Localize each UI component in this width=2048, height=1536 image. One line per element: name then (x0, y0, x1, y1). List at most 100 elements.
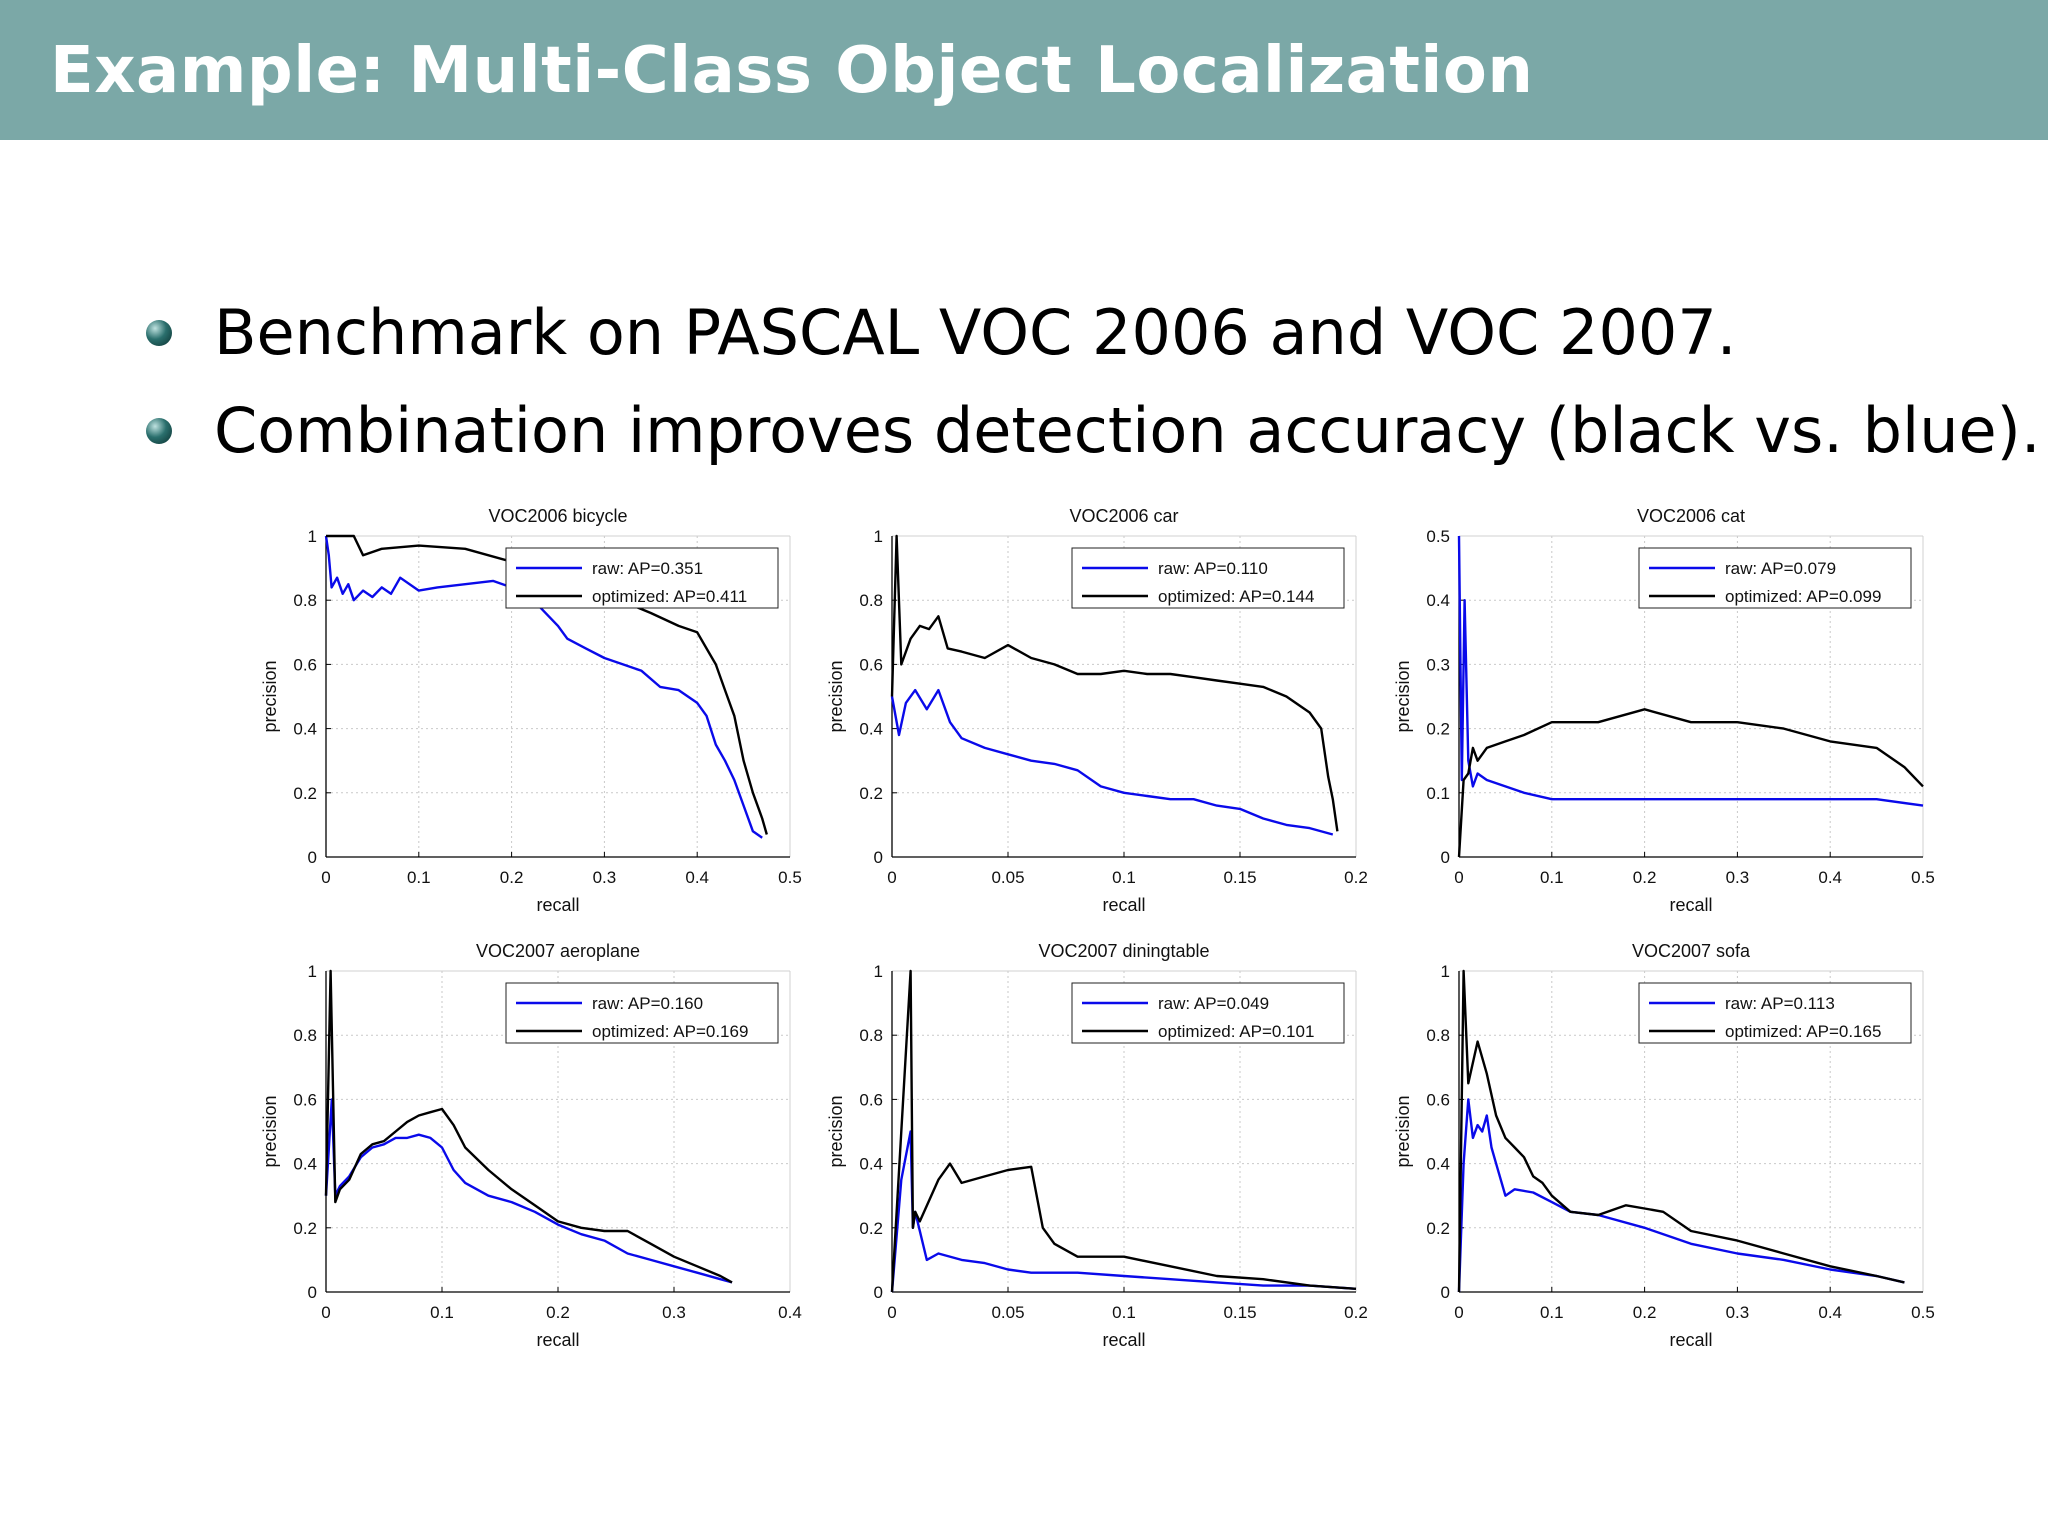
y-tick-label: 0.4 (859, 1155, 883, 1174)
y-tick-label: 0.6 (859, 1090, 883, 1109)
x-tick-label: 0.1 (1540, 868, 1564, 887)
chart-4: 0 0.1 0.2 0.3 0.4 0 0.2 0.4 0.6 0.8 1 raw: AP=0.160… (260, 941, 802, 1350)
legend-label: optimized: AP=0.099 (1725, 587, 1881, 606)
x-tick-label: 0.2 (1633, 1303, 1657, 1322)
x-tick-label: 0.2 (1633, 868, 1657, 887)
chart-title: VOC2006 car (1069, 506, 1178, 526)
y-tick-label: 0.4 (1426, 1155, 1450, 1174)
legend: raw: AP=0.049 optimized: AP=0.101 (1071, 982, 1345, 1044)
x-tick-label: 0 (887, 1303, 896, 1322)
legend-label: optimized: AP=0.411 (592, 587, 747, 606)
chart-6: 0 0.1 0.2 0.3 0.4 0.5 0 0.2 0.4 0.6 0.8 1 raw: AP=0.… (1393, 941, 1935, 1350)
x-tick-label: 0.05 (991, 868, 1024, 887)
x-tick-label: 0.1 (1540, 1303, 1564, 1322)
x-tick-label: 0.3 (662, 1303, 686, 1322)
y-tick-label: 0.2 (859, 784, 883, 803)
x-axis-label: recall (1669, 1330, 1712, 1350)
x-tick-label: 0 (321, 1303, 330, 1322)
y-tick-label: 0.1 (1426, 784, 1450, 803)
x-tick-label: 0.15 (1223, 868, 1256, 887)
y-tick-label: 1 (1441, 962, 1450, 981)
legend-label: optimized: AP=0.101 (1158, 1022, 1314, 1041)
series-optimized-line (326, 534, 768, 835)
y-axis-label: precision (826, 1095, 846, 1167)
legend-label: raw: AP=0.351 (592, 559, 703, 578)
x-tick-label: 0.3 (1726, 1303, 1750, 1322)
x-tick-label: 0.1 (1112, 1303, 1136, 1322)
legend-box (1071, 982, 1345, 1044)
bullet-ball-icon (146, 320, 172, 346)
legend-box (505, 982, 779, 1044)
x-tick-label: 0.2 (500, 868, 524, 887)
x-tick-label: 0 (1454, 1303, 1463, 1322)
x-tick-label: 0.4 (1818, 1303, 1842, 1322)
y-tick-label: 0.8 (293, 1026, 317, 1045)
series-raw-line (890, 688, 1334, 836)
x-axis-label: recall (1102, 1330, 1145, 1350)
title-bar: Example: Multi-Class Object Localization (0, 0, 2048, 140)
x-tick-label: 0.3 (1726, 868, 1750, 887)
chart-3: 0 0.1 0.2 0.3 0.4 0.5 0 0.1 0.2 0.3 0.4 0.5 raw: AP=… (1393, 506, 1935, 915)
chart-title: VOC2007 aeroplane (476, 941, 640, 961)
y-tick-label: 0.4 (293, 1155, 317, 1174)
y-tick-label: 1 (874, 527, 883, 546)
legend-label: optimized: AP=0.144 (1158, 587, 1314, 606)
series-optimized-line (890, 534, 1339, 832)
y-tick-label: 0.8 (1426, 1026, 1450, 1045)
x-axis-label: recall (536, 895, 579, 915)
legend: raw: AP=0.110 optimized: AP=0.144 (1071, 547, 1345, 609)
y-tick-label: 0.4 (859, 720, 883, 739)
legend-label: optimized: AP=0.169 (592, 1022, 748, 1041)
legend-label: raw: AP=0.049 (1158, 994, 1269, 1013)
x-tick-label: 0.1 (1112, 868, 1136, 887)
x-tick-label: 0.5 (1911, 868, 1935, 887)
x-tick-label: 0.15 (1223, 1303, 1256, 1322)
y-tick-label: 0.4 (1426, 591, 1450, 610)
x-tick-label: 0.5 (1911, 1303, 1935, 1322)
y-tick-label: 1 (308, 527, 317, 546)
legend-label: raw: AP=0.113 (1725, 994, 1835, 1013)
y-tick-label: 0.6 (1426, 1090, 1450, 1109)
y-tick-label: 1 (308, 962, 317, 981)
y-tick-label: 0 (308, 848, 317, 867)
legend-label: optimized: AP=0.165 (1725, 1022, 1881, 1041)
legend-box (505, 547, 779, 609)
y-tick-label: 0.2 (293, 784, 317, 803)
x-tick-label: 0 (321, 868, 330, 887)
y-tick-label: 0.2 (859, 1219, 883, 1238)
legend-box (1638, 982, 1912, 1044)
series-raw-line (1457, 1098, 1905, 1293)
y-tick-label: 0.8 (859, 591, 883, 610)
legend-label: raw: AP=0.110 (1158, 559, 1268, 578)
y-axis-label: precision (260, 660, 280, 732)
x-tick-label: 0.4 (685, 868, 709, 887)
chart-title: VOC2006 cat (1637, 506, 1745, 526)
series-optimized-line (1457, 969, 1905, 1293)
y-axis-label: precision (1393, 1095, 1413, 1167)
legend: raw: AP=0.079 optimized: AP=0.099 (1638, 547, 1912, 609)
series-optimized-line (324, 969, 733, 1284)
chart-1: 0 0.1 0.2 0.3 0.4 0.5 0 0.2 0.4 0.6 0.8 1 raw: AP=0.… (260, 506, 802, 915)
y-tick-label: 0.6 (859, 655, 883, 674)
legend-box (1071, 547, 1345, 609)
y-tick-label: 0 (874, 1283, 883, 1302)
x-tick-label: 0.05 (991, 1303, 1024, 1322)
series-optimized-line (890, 969, 1357, 1293)
y-tick-label: 1 (874, 962, 883, 981)
x-tick-label: 0 (887, 868, 896, 887)
y-tick-label: 0.2 (293, 1219, 317, 1238)
y-tick-label: 0 (308, 1283, 317, 1302)
chart-title: VOC2006 bicycle (488, 506, 627, 526)
x-tick-label: 0.4 (1818, 868, 1842, 887)
x-axis-label: recall (1669, 895, 1712, 915)
chart-2: 0 0.05 0.1 0.15 0.2 0 0.2 0.4 0.6 0.8 1 raw: AP=0.1… (826, 506, 1368, 915)
x-tick-label: 0 (1454, 868, 1463, 887)
y-tick-label: 0.8 (293, 591, 317, 610)
legend: raw: AP=0.351 optimized: AP=0.411 (505, 547, 779, 609)
y-axis-label: precision (260, 1095, 280, 1167)
chart-title: VOC2007 diningtable (1038, 941, 1209, 961)
series-optimized-line (1457, 708, 1924, 858)
legend: raw: AP=0.113 optimized: AP=0.165 (1638, 982, 1912, 1044)
slide-title: Example: Multi-Class Object Localization (50, 34, 1534, 108)
